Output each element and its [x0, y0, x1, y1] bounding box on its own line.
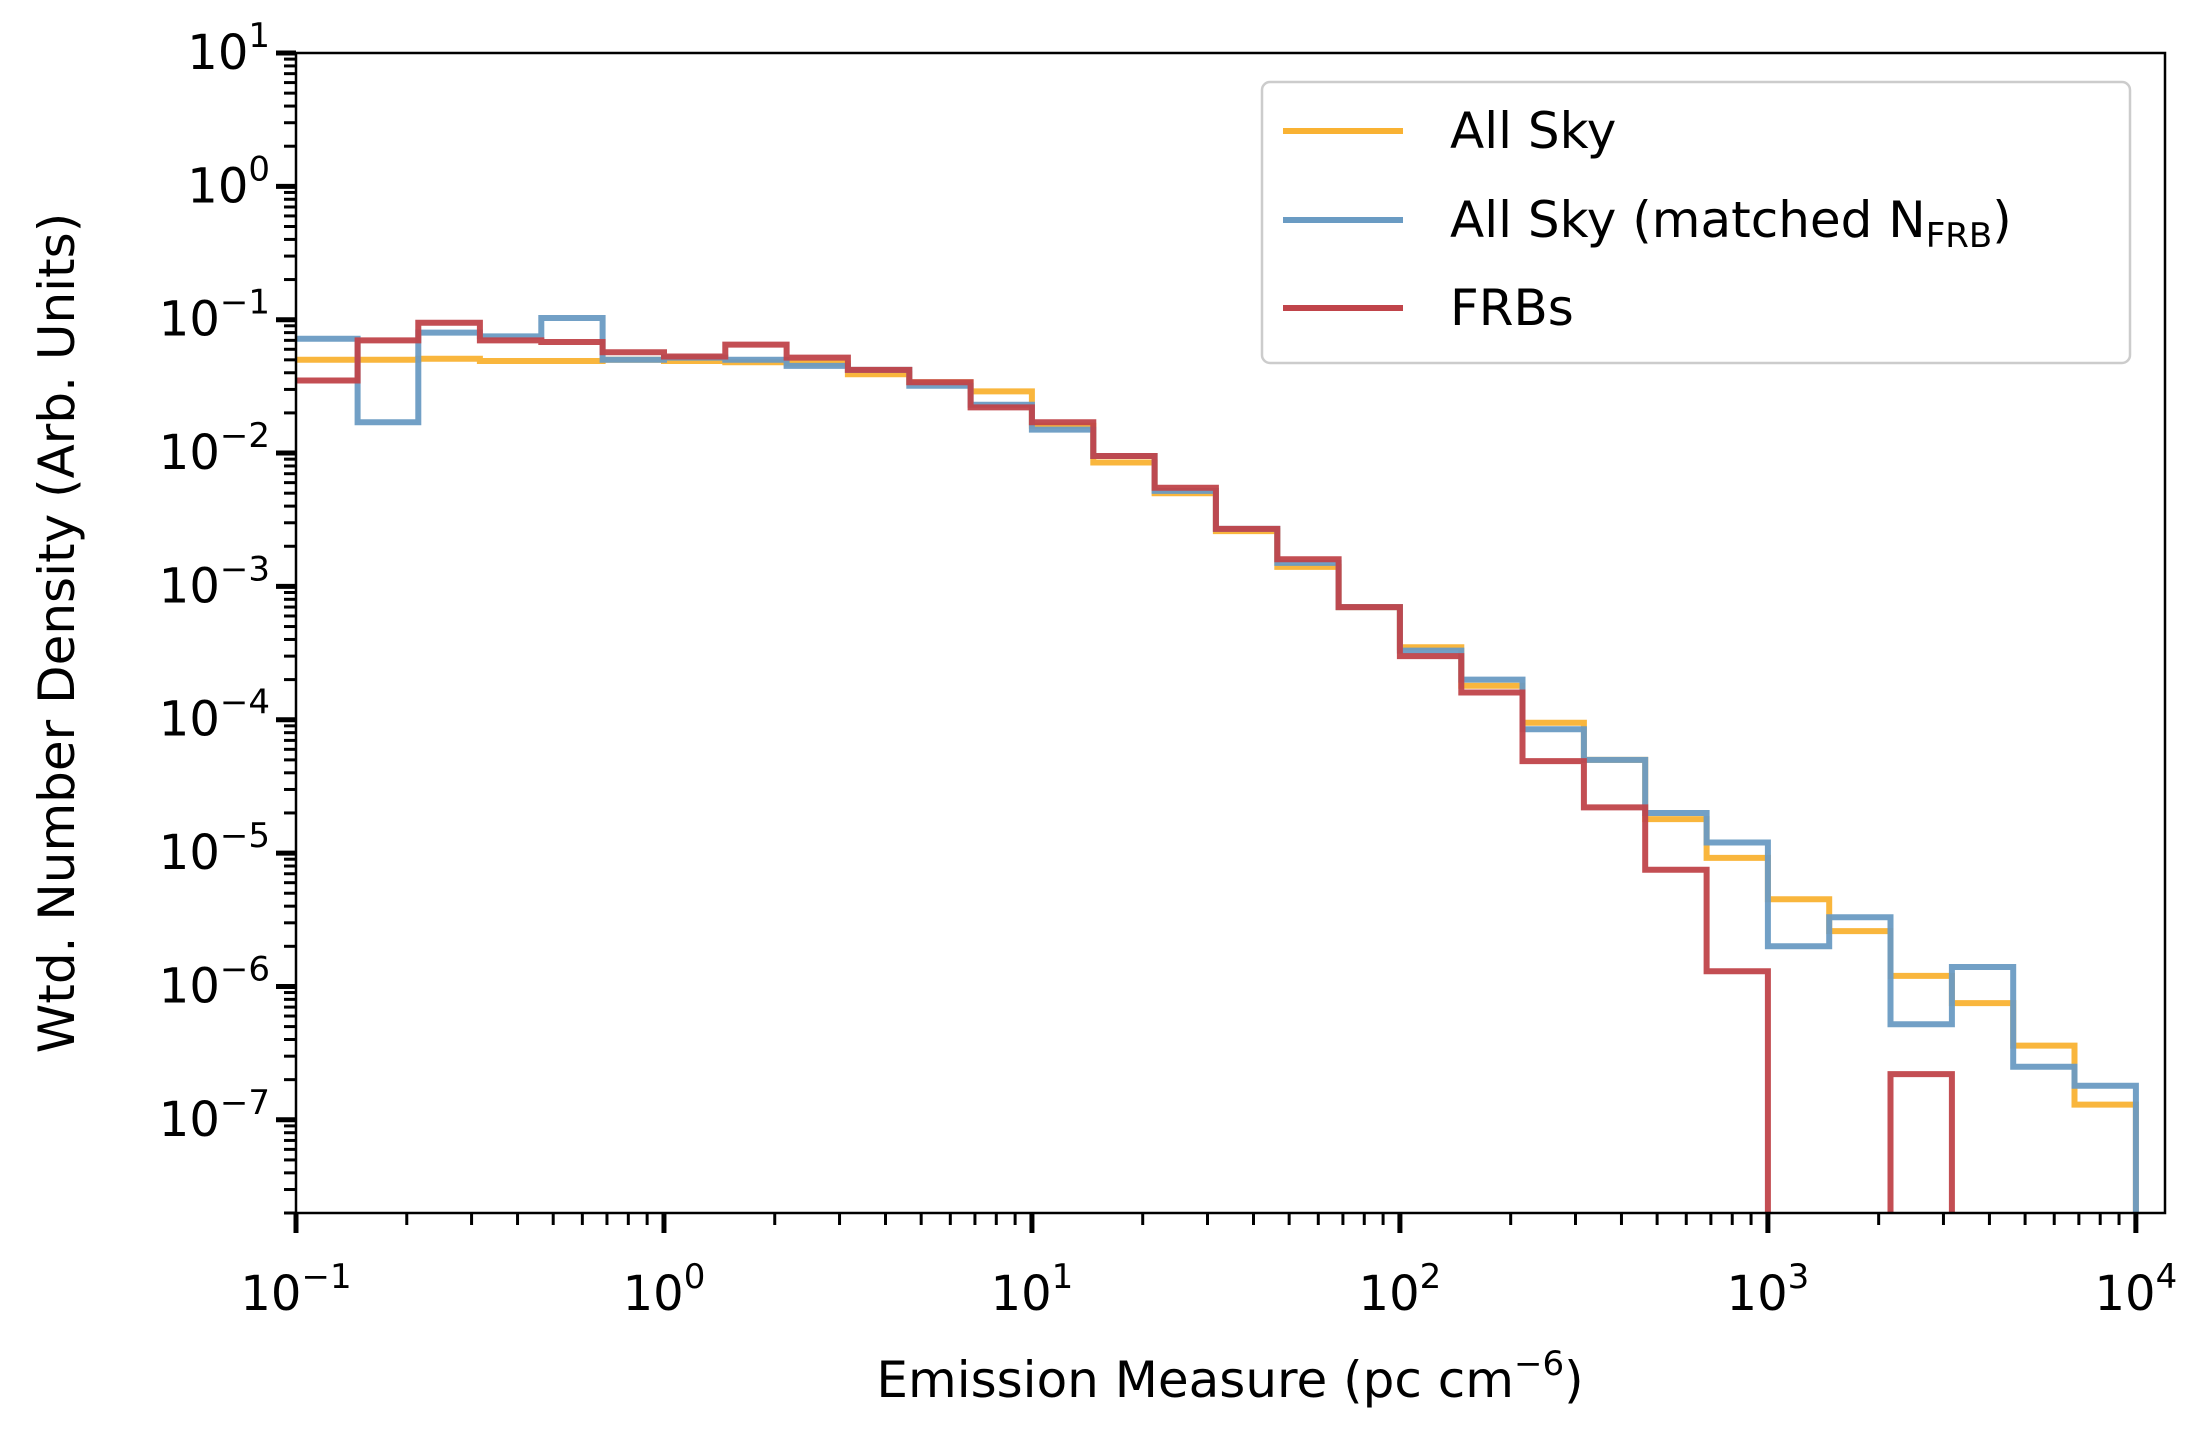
legend-frame	[1260, 80, 2132, 365]
x-axis-ticks	[293, 1213, 2139, 1233]
y-tick-label: 10−3	[159, 549, 270, 614]
y-axis-ticks	[276, 50, 296, 1215]
plot-frame	[294, 51, 2167, 1215]
x-tick-label: 104	[2095, 1257, 2178, 1322]
series-1	[296, 355, 2139, 1213]
y-tick-label: 10−1	[159, 283, 270, 348]
y-tick-label: 10−7	[159, 1083, 270, 1148]
series-line	[296, 319, 1955, 1213]
legend-label: All Sky (matched NFRB)	[1450, 191, 2012, 256]
x-tick-label: 10−1	[240, 1257, 351, 1322]
y-tick-label: 10−5	[159, 816, 270, 881]
legend: All Sky All Sky (matched NFRB) FRBs	[1260, 80, 2132, 365]
x-axis-label: Emission Measure (pc cm−6)	[876, 1344, 1583, 1409]
legend-entry: All Sky (matched NFRB)	[1283, 191, 2012, 256]
x-tick-label: 103	[1727, 1257, 1810, 1322]
y-tick-label: 10−2	[159, 416, 270, 481]
legend-label: All Sky	[1450, 102, 1616, 160]
x-tick-label: 100	[623, 1257, 706, 1322]
x-axis-tick-labels: 10−1 100 101 102 103 104	[240, 1257, 2177, 1322]
y-tick-label: 10−6	[159, 949, 270, 1014]
series-layer	[296, 315, 2139, 1213]
y-axis-label: Wtd. Number Density (Arb. Units)	[28, 213, 86, 1053]
y-axis-tick-labels: 101 100 10−1 10−2 10−3 10−4 10−5 10−6 10−7	[159, 16, 270, 1148]
y-tick-label: 101	[187, 16, 270, 81]
legend-entry: FRBs	[1283, 279, 1574, 337]
series-line	[296, 355, 2139, 1213]
y-tick-label: 10−4	[159, 683, 270, 748]
legend-entry: All Sky	[1283, 102, 1616, 160]
series-3	[296, 319, 1955, 1213]
series-2	[296, 315, 2139, 1213]
y-tick-label: 100	[187, 149, 270, 214]
series-line	[296, 315, 2139, 1213]
legend-label: FRBs	[1450, 279, 1574, 337]
x-tick-label: 102	[1359, 1257, 1442, 1322]
x-tick-label: 101	[991, 1257, 1074, 1322]
